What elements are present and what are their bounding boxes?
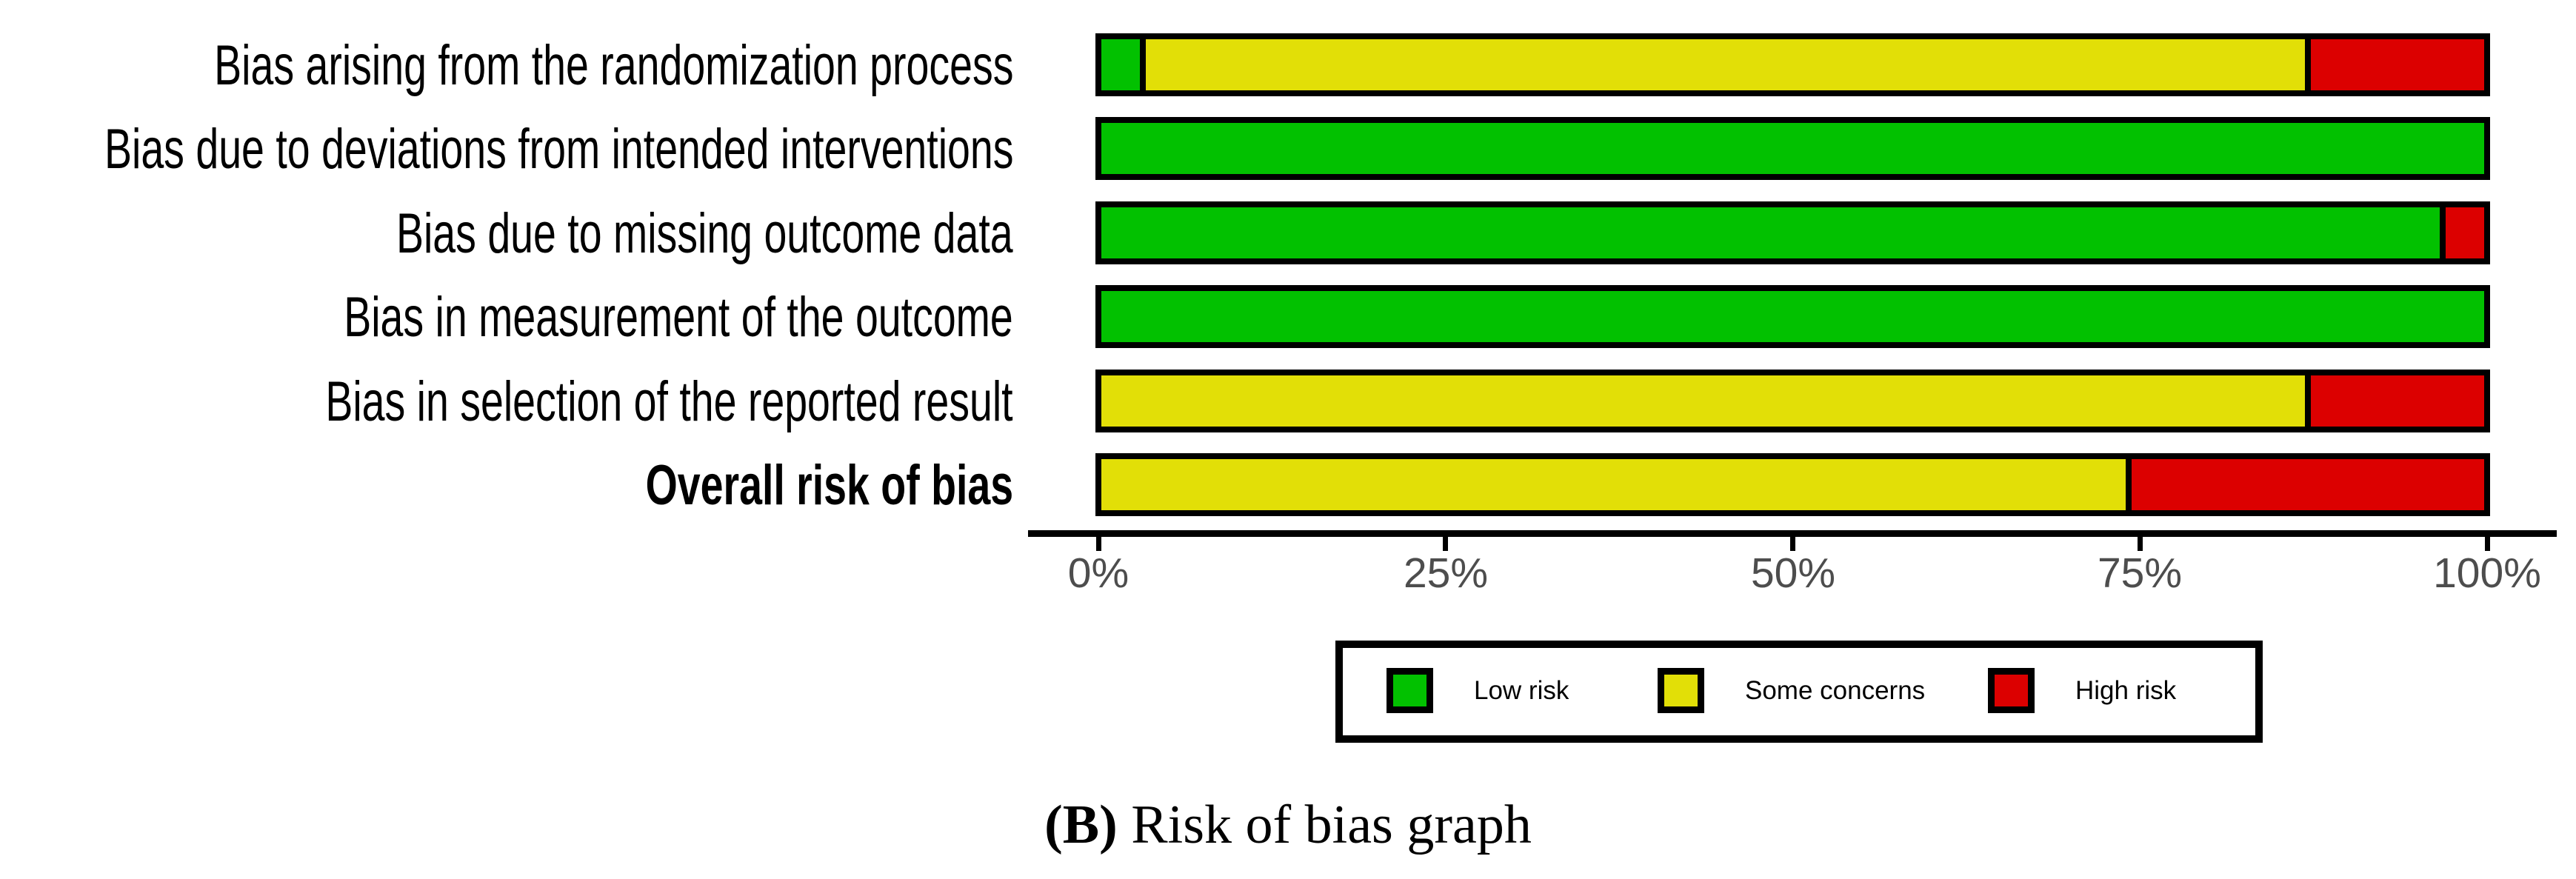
- bar-row-5: [1095, 370, 2490, 432]
- bar-row-2: [1095, 117, 2490, 180]
- x-axis-tick-label-100pct: 100%: [2433, 549, 2541, 597]
- bar-segment-low-risk: [1095, 117, 2490, 180]
- bar-segment-low-risk: [1095, 201, 2446, 264]
- bar-row-1: [1095, 33, 2490, 96]
- bar-segment-low-risk: [1095, 285, 2490, 348]
- category-label-bias-in-measurement-of-the-outcome: Bias in measurement of the outcome: [344, 286, 1013, 349]
- legend-swatch-low-risk: [1387, 668, 1433, 713]
- x-axis-tick-100pct: [2485, 537, 2490, 551]
- legend-swatch-high-risk: [1988, 668, 2035, 713]
- x-axis-tick-75pct: [2138, 537, 2143, 551]
- x-axis-tick-label-50pct: 50%: [1750, 549, 1836, 597]
- bar-segment-low-risk: [1095, 33, 1146, 96]
- x-axis-tick-label-0pct: 0%: [1067, 549, 1129, 597]
- x-axis-tick-label-25pct: 25%: [1403, 549, 1489, 597]
- category-label-bias-due-to-missing-outcome-data: Bias due to missing outcome data: [396, 202, 1013, 265]
- category-label-bias-due-to-deviations-from-intended-interventions: Bias due to deviations from intended int…: [104, 118, 1013, 181]
- legend-label-low-risk: Low risk: [1474, 676, 1569, 705]
- figure-caption: (B) Risk of bias graph: [0, 794, 2576, 857]
- bar-row-6: [1095, 453, 2490, 516]
- bar-segment-high-risk: [2305, 33, 2490, 96]
- x-axis-tick-25pct: [1443, 537, 1448, 551]
- bar-row-3: [1095, 201, 2490, 264]
- category-label-overall-risk-of-bias: Overall risk of bias: [645, 454, 1013, 517]
- x-axis-tick-50pct: [1790, 537, 1795, 551]
- bar-segment-high-risk: [2440, 201, 2490, 264]
- bar-segment-some-concerns: [1095, 453, 2132, 516]
- legend-box: [1335, 641, 2263, 743]
- category-label-bias-in-selection-of-the-reported-result: Bias in selection of the reported result: [325, 370, 1013, 433]
- bar-row-4: [1095, 285, 2490, 348]
- caption-text: Risk of bias graph: [1117, 795, 1532, 855]
- category-label-bias-arising-from-the-randomization-process: Bias arising from the randomization proc…: [213, 34, 1013, 97]
- legend-swatch-some-concerns: [1658, 668, 1704, 713]
- x-axis-tick-0pct: [1096, 537, 1101, 551]
- caption-group-label: (B): [1044, 795, 1118, 855]
- x-axis-line: [1028, 530, 2557, 537]
- x-axis-tick-label-75pct: 75%: [2097, 549, 2183, 597]
- bar-segment-high-risk: [2305, 370, 2490, 432]
- legend-label-high-risk: High risk: [2075, 676, 2177, 705]
- bar-segment-high-risk: [2126, 453, 2490, 516]
- bar-segment-some-concerns: [1095, 370, 2311, 432]
- bar-segment-some-concerns: [1140, 33, 2311, 96]
- legend-label-some-concerns: Some concerns: [1745, 676, 1926, 705]
